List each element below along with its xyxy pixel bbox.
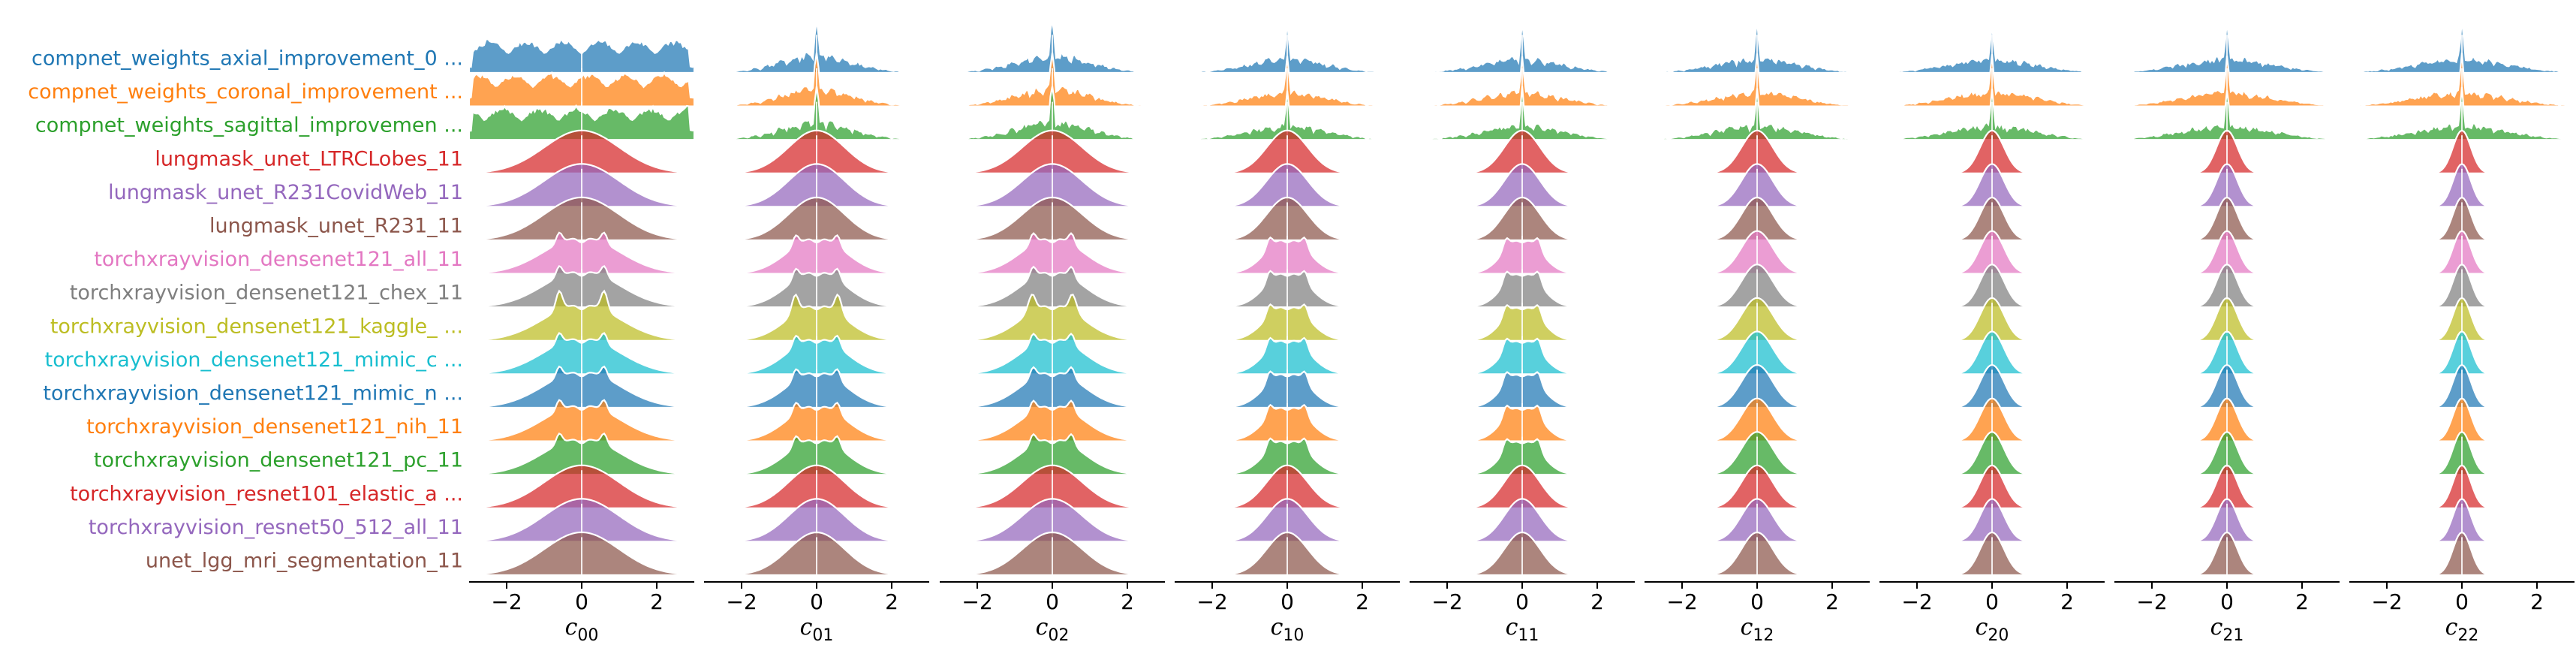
x-tick-label: 0 (2455, 589, 2469, 614)
x-axis-label-symbol: c (2445, 614, 2458, 640)
x-axis-label: c20 (1976, 614, 2009, 645)
x-axis-label-subscript: 00 (577, 626, 598, 645)
row-labels: compnet_weights_axial_improvement_0 ... c… (28, 47, 463, 573)
x-tick-label: 2 (650, 589, 664, 614)
x-axis-label-subscript: 22 (2457, 626, 2478, 645)
x-axis-label: c11 (1506, 614, 1539, 645)
row-label-12: torchxrayvision_densenet121_pc_11 (94, 449, 463, 472)
x-axis-label-symbol: c (1271, 614, 1283, 640)
x-axis-label: c22 (2445, 614, 2479, 645)
x-tick-label: 0 (2220, 589, 2234, 614)
x-axis-label-symbol: c (565, 614, 578, 640)
x-axis-label: c12 (1741, 614, 1774, 645)
row-label-5: lungmask_unet_R231_11 (209, 215, 463, 238)
x-axis-label: c21 (2210, 614, 2244, 645)
x-tick-label: −2 (1901, 589, 1932, 614)
x-tick-label: −2 (1431, 589, 1462, 614)
x-axis-label: c02 (1036, 614, 1070, 645)
row-label-9: torchxrayvision_densenet121_mimic_c ... (45, 348, 463, 372)
row-label-3: lungmask_unet_LTRCLobes_11 (155, 147, 463, 170)
x-axis-label-symbol: c (2210, 614, 2223, 640)
row-label-15: unet_lgg_mri_segmentation_11 (146, 550, 463, 573)
x-tick-label: 0 (1750, 589, 1764, 614)
x-tick-label: 2 (1356, 589, 1369, 614)
x-tick-label: −2 (726, 589, 757, 614)
x-axis-label-subscript: 11 (1518, 626, 1539, 645)
x-tick-label: 2 (1825, 589, 1839, 614)
x-tick-label: 2 (885, 589, 898, 614)
panel-c00: −2 0 2 c00 (468, 35, 696, 645)
x-tick-label: 0 (1046, 589, 1059, 614)
x-tick-label: 2 (2295, 589, 2309, 614)
x-axis-label-subscript: 02 (1048, 626, 1069, 645)
row-label-2: compnet_weights_sagittal_improvemen ... (35, 114, 463, 137)
x-axis-label: c01 (800, 614, 834, 645)
panel-c21: −2 0 2 c21 (2113, 20, 2341, 645)
x-tick-label: 0 (1280, 589, 1294, 614)
x-tick-label: 2 (1590, 589, 1604, 614)
x-tick-label: 0 (1985, 589, 1999, 614)
row-label-7: torchxrayvision_densenet121_chex_11 (70, 282, 463, 305)
x-tick-label: −2 (2136, 589, 2167, 614)
x-axis-label-subscript: 01 (812, 626, 833, 645)
x-tick-label: 2 (1121, 589, 1134, 614)
x-axis-label: c10 (1271, 614, 1305, 645)
panel-c01: −2 0 2 c01 (703, 19, 931, 645)
row-label-4: lungmask_unet_R231CovidWeb_11 (108, 181, 463, 204)
x-tick-label: 2 (2060, 589, 2074, 614)
row-label-14: torchxrayvision_resnet50_512_all_11 (89, 516, 463, 539)
row-label-13: torchxrayvision_resnet101_elastic_a ... (70, 482, 463, 505)
x-axis-label-symbol: c (800, 614, 813, 640)
x-tick-label: −2 (1666, 589, 1697, 614)
x-tick-label: 0 (575, 589, 588, 614)
x-tick-label: −2 (491, 589, 522, 614)
row-label-8: torchxrayvision_densenet121_kaggle_ ... (50, 315, 463, 338)
x-tick-label: 0 (1515, 589, 1529, 614)
x-axis-label-symbol: c (1741, 614, 1753, 640)
panel-c12: −2 0 2 c12 (1643, 19, 1871, 645)
x-axis-label: c00 (565, 614, 599, 645)
panel-c11: −2 0 2 c11 (1408, 21, 1636, 645)
x-axis-label-subscript: 12 (1753, 626, 1774, 645)
x-tick-label: −2 (2371, 589, 2402, 614)
x-axis-label-symbol: c (1506, 614, 1518, 640)
x-axis-label-subscript: 21 (2222, 626, 2243, 645)
row-label-1: compnet_weights_coronal_improvement ... (28, 80, 463, 104)
row-label-11: torchxrayvision_densenet121_nih_11 (86, 415, 463, 439)
row-label-6: torchxrayvision_densenet121_all_11 (94, 248, 463, 271)
x-axis-label-symbol: c (1036, 614, 1049, 640)
panel-c10: −2 0 2 c10 (1173, 21, 1401, 645)
x-axis-label-subscript: 20 (1988, 626, 2009, 645)
x-tick-label: −2 (1196, 589, 1227, 614)
panel-c22: −2 0 2 c22 (2348, 19, 2576, 645)
x-tick-label: 0 (810, 589, 823, 614)
x-axis-label-symbol: c (1976, 614, 1988, 640)
row-label-10: torchxrayvision_densenet121_mimic_n ... (43, 382, 463, 405)
x-tick-label: 2 (2530, 589, 2544, 614)
x-axis-label-subscript: 10 (1283, 626, 1304, 645)
panel-c20: −2 0 2 c20 (1878, 24, 2106, 645)
x-tick-label: −2 (961, 589, 992, 614)
row-label-0: compnet_weights_axial_improvement_0 ... (32, 47, 463, 71)
